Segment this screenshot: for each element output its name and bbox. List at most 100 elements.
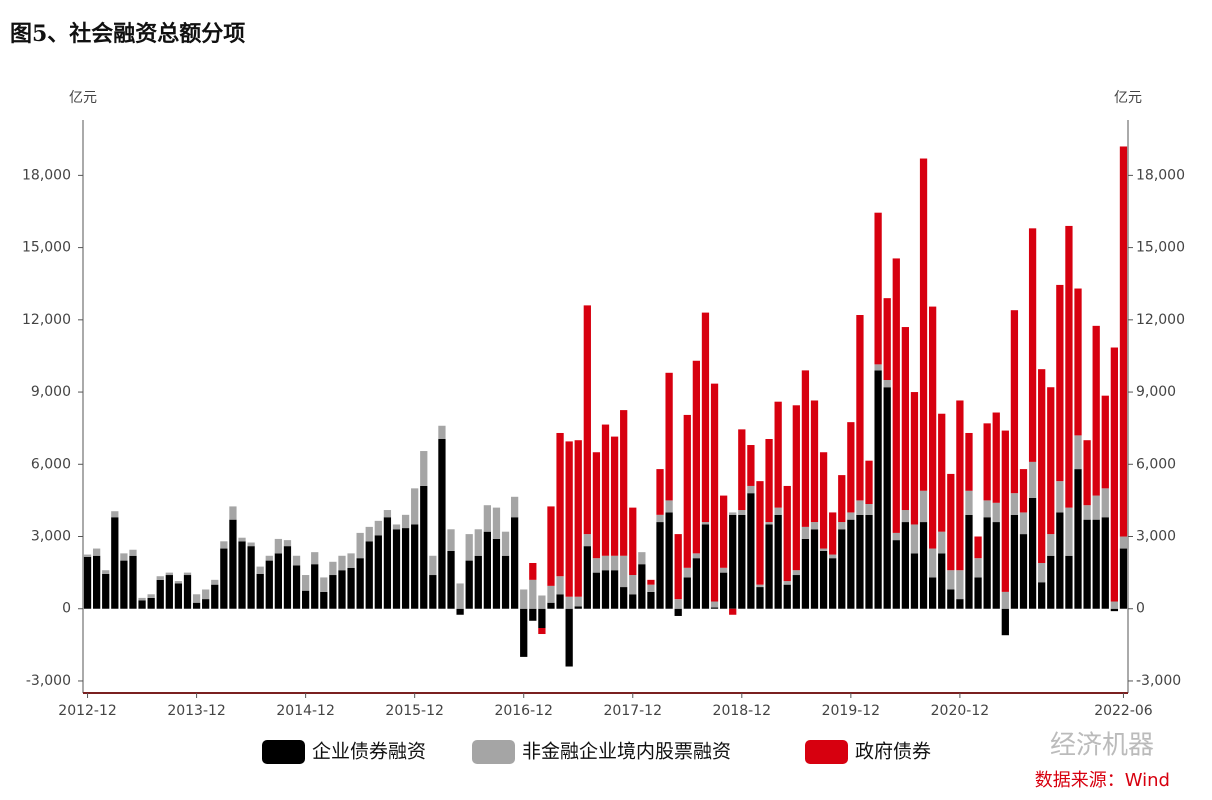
bar-segment	[747, 485, 755, 494]
bar-segment	[510, 496, 519, 518]
bar-segment	[1074, 288, 1082, 436]
bar-segment	[301, 590, 310, 609]
bar-segment	[392, 524, 401, 530]
bar-segment	[947, 589, 955, 609]
bar-segment	[729, 514, 737, 609]
bar-segment	[165, 572, 173, 576]
bar-segment	[974, 577, 982, 609]
bar-segment	[729, 608, 737, 615]
bar-segment	[174, 583, 183, 609]
bar-segment	[92, 555, 101, 609]
bar-segment	[147, 597, 155, 609]
bar-segment	[474, 555, 482, 609]
bar-segment	[220, 548, 228, 609]
bar-segment	[819, 452, 828, 549]
bar-segment	[1010, 514, 1019, 609]
bar-segment	[265, 560, 273, 609]
bar-segment	[1010, 310, 1019, 494]
bar-segment	[465, 534, 473, 561]
bar-segment	[365, 541, 373, 609]
x-tick-label: 2018-12	[713, 703, 772, 719]
bar-segment	[629, 594, 637, 609]
y2-unit: 亿元	[1114, 90, 1142, 106]
bar-segment	[238, 541, 246, 609]
bar-segment	[111, 517, 119, 609]
bar-segment	[983, 423, 991, 501]
bar-segment	[792, 570, 800, 576]
bar-segment	[719, 567, 728, 573]
bar-segment	[829, 558, 837, 609]
bar-segment	[429, 555, 437, 576]
bar-segment	[274, 553, 283, 609]
bar-segment	[1119, 536, 1128, 549]
bar-segment	[756, 587, 764, 609]
bar-segment	[83, 556, 92, 609]
bar-segment	[847, 519, 855, 609]
y-tick-label: 0	[62, 601, 71, 617]
bar-segment	[583, 534, 591, 547]
bar-segment	[747, 493, 755, 609]
y-tick-label: 12,000	[22, 312, 71, 328]
bar-segment	[574, 440, 582, 597]
bar-segment	[919, 490, 928, 523]
bar-segment	[638, 564, 646, 609]
source: 数据来源：Wind	[1035, 770, 1170, 791]
bar-segment	[719, 572, 728, 609]
bar-segment	[910, 524, 919, 554]
bar-segment	[992, 412, 1000, 503]
y2-tick-label: 9,000	[1136, 384, 1176, 400]
bar-segment	[274, 538, 283, 554]
bar-segment	[547, 585, 555, 603]
bar-segment	[892, 532, 900, 541]
bar-segment	[1047, 555, 1055, 609]
bar-segment	[928, 577, 937, 609]
bar-segment	[810, 400, 819, 523]
bar-segment	[211, 584, 219, 609]
bar-segment	[165, 575, 173, 609]
bar-segment	[956, 570, 964, 600]
bar-segment	[529, 562, 537, 580]
bar-segment	[83, 554, 92, 557]
bar-segment	[656, 514, 664, 523]
bar-segment	[838, 522, 846, 530]
bar-segment	[965, 490, 973, 515]
bar-segment	[919, 158, 928, 491]
bar-segment	[747, 445, 755, 486]
bar-segment	[983, 500, 991, 518]
bar-segment	[520, 589, 528, 609]
bar-segment	[956, 599, 964, 609]
bar-segment	[729, 512, 737, 515]
bar-segment	[629, 507, 637, 576]
bar-segment	[683, 567, 691, 578]
bar-segment	[610, 570, 619, 609]
bar-segment	[1038, 562, 1046, 583]
bar-segment	[719, 495, 728, 568]
y2-tick-label: 3,000	[1136, 529, 1176, 545]
bar-segment	[92, 548, 101, 556]
bar-segment	[665, 500, 673, 513]
bar-segment	[592, 452, 601, 559]
bar-segment	[1038, 582, 1046, 609]
bar-segment	[647, 591, 655, 609]
bar-segment	[765, 522, 773, 525]
bar-segment	[601, 424, 610, 556]
bar-segment	[883, 298, 891, 381]
bar-segment	[456, 583, 464, 609]
bar-segment	[174, 581, 183, 584]
bar-segment	[329, 575, 337, 609]
bar-segment	[665, 372, 673, 501]
bar-segment	[1028, 461, 1037, 498]
y2-tick-label: 12,000	[1136, 312, 1185, 328]
bar-segment	[356, 532, 364, 559]
bar-segment	[202, 589, 210, 600]
bar-segment	[283, 540, 292, 547]
bar-segment	[365, 526, 373, 542]
x-tick-label: 2019-12	[822, 703, 881, 719]
bar-segment	[783, 485, 791, 582]
bar-segment	[520, 608, 528, 657]
bar-segment	[710, 383, 719, 602]
bar-segment	[865, 460, 873, 505]
watermark: 经济机器	[1050, 731, 1154, 761]
y-tick-label: 18,000	[22, 167, 71, 183]
